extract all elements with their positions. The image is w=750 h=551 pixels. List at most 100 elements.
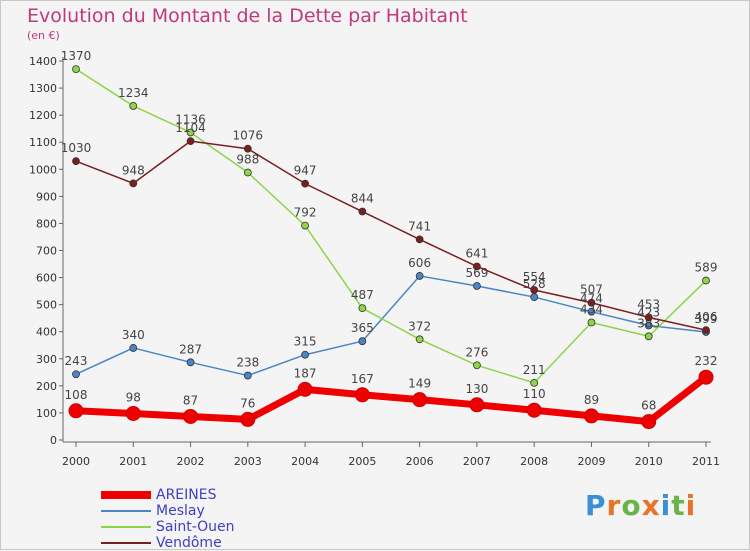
legend-label: Meslay: [156, 503, 205, 519]
legend-item: Meslay: [101, 503, 235, 519]
legend-swatch: [101, 510, 151, 512]
x-tick-label: 2007: [463, 455, 491, 468]
data-point-saint-ouen: [530, 378, 539, 387]
data-label-meslay: 399: [695, 312, 718, 326]
y-tick-label: 1100: [29, 136, 57, 149]
data-label-meslay: 365: [351, 321, 374, 335]
data-point-areines: [240, 411, 256, 427]
y-tick-label: 400: [36, 326, 57, 339]
data-point-saint-ouen: [72, 65, 80, 74]
logo-letter: P: [585, 489, 607, 522]
data-label-areines: 232: [695, 354, 718, 368]
data-point-areines: [469, 397, 485, 413]
data-point-vend-me: [358, 207, 367, 216]
data-label-areines: 149: [408, 377, 431, 391]
data-point-saint-ouen: [644, 332, 653, 341]
data-point-vend-me: [415, 235, 424, 244]
y-tick-label: 300: [36, 353, 57, 366]
series-line-vend-me: [75, 140, 707, 331]
data-label-vend-me: 844: [351, 192, 374, 206]
legend-item: Vendôme: [101, 535, 235, 551]
legend-swatch: [101, 526, 151, 528]
data-point-areines: [68, 403, 84, 419]
data-point-saint-ouen: [702, 276, 710, 285]
data-label-vend-me: 1076: [233, 129, 264, 143]
data-label-areines: 89: [584, 393, 599, 407]
data-label-saint-ouen: 1234: [118, 86, 149, 100]
data-label-saint-ouen: 988: [236, 153, 259, 167]
data-point-vend-me: [702, 326, 710, 334]
data-label-meslay: 340: [122, 328, 145, 342]
y-tick-label: 700: [36, 245, 57, 258]
y-tick-label: 0: [50, 434, 57, 447]
x-tick-label: 2010: [635, 455, 663, 468]
data-label-saint-ouen: 1136: [175, 112, 206, 126]
data-label-saint-ouen: 211: [523, 363, 546, 377]
data-label-vend-me: 507: [580, 283, 603, 297]
data-label-saint-ouen: 589: [695, 261, 718, 275]
y-tick-label: 100: [36, 407, 57, 420]
data-point-saint-ouen: [186, 128, 195, 137]
data-label-vend-me: 741: [408, 219, 431, 233]
data-label-vend-me: 1104: [175, 121, 206, 135]
data-label-saint-ouen: 792: [294, 206, 317, 220]
y-tick-label: 1300: [29, 82, 57, 95]
logo-letter: o: [621, 489, 642, 522]
data-point-areines: [412, 392, 428, 408]
legend-swatch: [101, 542, 151, 544]
unit-label: (en €): [27, 29, 60, 42]
x-tick-label: 2008: [520, 455, 548, 468]
data-point-areines: [354, 387, 370, 403]
y-tick-label: 900: [36, 190, 57, 203]
data-label-saint-ouen: 276: [465, 345, 488, 359]
series-line-saint-ouen: [75, 68, 707, 384]
y-tick-label: 1400: [29, 55, 57, 68]
data-label-areines: 110: [523, 387, 546, 401]
data-label-saint-ouen: 1370: [61, 49, 92, 63]
data-point-saint-ouen: [129, 102, 138, 110]
y-tick-label: 200: [36, 380, 57, 393]
legend-swatch: [101, 491, 151, 499]
x-tick-label: 2000: [62, 455, 90, 468]
data-point-meslay: [358, 337, 367, 346]
logo-letter: i: [660, 489, 672, 522]
data-point-saint-ouen: [473, 361, 481, 370]
data-point-meslay: [644, 321, 653, 330]
y-tick-label: 1200: [29, 109, 57, 122]
data-label-vend-me: 453: [637, 297, 660, 311]
data-label-areines: 167: [351, 372, 374, 386]
x-tick-label: 2004: [291, 455, 319, 468]
data-point-areines: [641, 414, 657, 430]
data-point-meslay: [129, 344, 138, 352]
data-point-vend-me: [644, 313, 653, 322]
x-tick-label: 2009: [577, 455, 605, 468]
series-line-meslay: [75, 275, 707, 377]
data-point-vend-me: [301, 179, 309, 188]
data-point-meslay: [72, 370, 80, 379]
data-point-meslay: [530, 293, 539, 301]
data-point-areines: [297, 381, 313, 397]
legend-label: Vendôme: [156, 535, 222, 551]
data-point-meslay: [186, 358, 195, 367]
logo-letter: t: [671, 489, 686, 522]
data-point-saint-ouen: [358, 304, 367, 313]
data-point-vend-me: [129, 179, 138, 188]
data-label-areines: 68: [641, 399, 656, 413]
data-label-areines: 98: [126, 390, 141, 404]
y-tick-label: 800: [36, 217, 57, 230]
data-label-saint-ouen: 383: [637, 316, 660, 330]
data-label-meslay: 606: [408, 256, 431, 270]
data-label-vend-me: 641: [465, 246, 488, 260]
data-label-vend-me: 948: [122, 163, 145, 177]
legend-label: AREINES: [156, 487, 217, 503]
data-label-areines: 87: [183, 393, 198, 407]
chart-title: Evolution du Montant de la Dette par Hab…: [27, 5, 468, 27]
data-point-vend-me: [72, 157, 80, 166]
data-point-vend-me: [530, 286, 539, 294]
logo-letter: x: [641, 489, 661, 522]
x-tick-label: 2003: [234, 455, 262, 468]
data-point-meslay: [415, 272, 424, 280]
logo-letter: i: [685, 489, 697, 522]
